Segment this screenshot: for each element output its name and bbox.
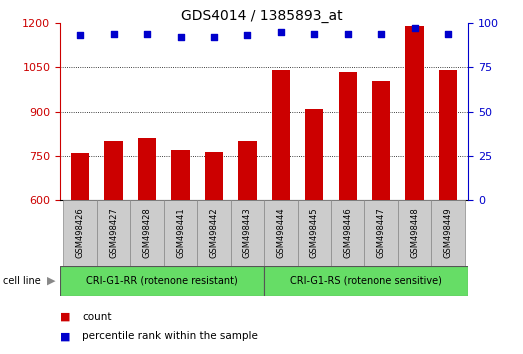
Point: [243, 33, 252, 38]
Bar: [439, 70, 457, 200]
Text: GSM498445: GSM498445: [310, 207, 319, 258]
Point: [143, 31, 151, 36]
Bar: [431, 200, 465, 266]
Text: GSM498443: GSM498443: [243, 207, 252, 258]
Point: [310, 31, 319, 36]
Text: GSM498447: GSM498447: [377, 207, 385, 258]
Point: [444, 31, 452, 36]
Bar: [264, 200, 298, 266]
Text: GSM498441: GSM498441: [176, 207, 185, 258]
Point: [277, 29, 285, 35]
Text: CRI-G1-RS (rotenone sensitive): CRI-G1-RS (rotenone sensitive): [290, 275, 442, 286]
Point: [109, 31, 118, 36]
Point: [344, 31, 352, 36]
Text: ■: ■: [60, 312, 71, 322]
Text: GSM498446: GSM498446: [343, 207, 352, 258]
Point: [176, 34, 185, 40]
Point: [377, 31, 385, 36]
Point: [411, 25, 419, 31]
Bar: [105, 141, 123, 200]
Text: ▶: ▶: [47, 275, 55, 286]
Text: GSM498428: GSM498428: [143, 207, 152, 258]
Bar: [164, 200, 197, 266]
Point: [76, 33, 84, 38]
Bar: [264, 266, 468, 296]
Point: [210, 34, 218, 40]
Bar: [271, 70, 290, 200]
Bar: [305, 109, 323, 200]
Text: GSM498442: GSM498442: [209, 207, 219, 258]
Bar: [60, 266, 264, 296]
Bar: [331, 200, 365, 266]
Bar: [205, 152, 223, 200]
Bar: [372, 80, 390, 200]
Bar: [398, 200, 431, 266]
Text: CRI-G1-RR (rotenone resistant): CRI-G1-RR (rotenone resistant): [86, 275, 238, 286]
Text: GSM498426: GSM498426: [76, 207, 85, 258]
Bar: [172, 150, 190, 200]
Bar: [338, 72, 357, 200]
Bar: [71, 153, 89, 200]
Bar: [138, 138, 156, 200]
Bar: [365, 200, 398, 266]
Text: percentile rank within the sample: percentile rank within the sample: [82, 331, 258, 341]
Bar: [231, 200, 264, 266]
Bar: [405, 26, 424, 200]
Bar: [63, 200, 97, 266]
Text: GSM498444: GSM498444: [276, 207, 286, 258]
Bar: [97, 200, 130, 266]
Text: GSM498448: GSM498448: [410, 207, 419, 258]
Text: count: count: [82, 312, 111, 322]
Bar: [298, 200, 331, 266]
Text: cell line: cell line: [3, 275, 40, 286]
Text: GDS4014 / 1385893_at: GDS4014 / 1385893_at: [180, 9, 343, 23]
Bar: [197, 200, 231, 266]
Text: ■: ■: [60, 331, 71, 341]
Bar: [130, 200, 164, 266]
Bar: [238, 141, 257, 200]
Text: GSM498449: GSM498449: [444, 207, 452, 258]
Text: GSM498427: GSM498427: [109, 207, 118, 258]
